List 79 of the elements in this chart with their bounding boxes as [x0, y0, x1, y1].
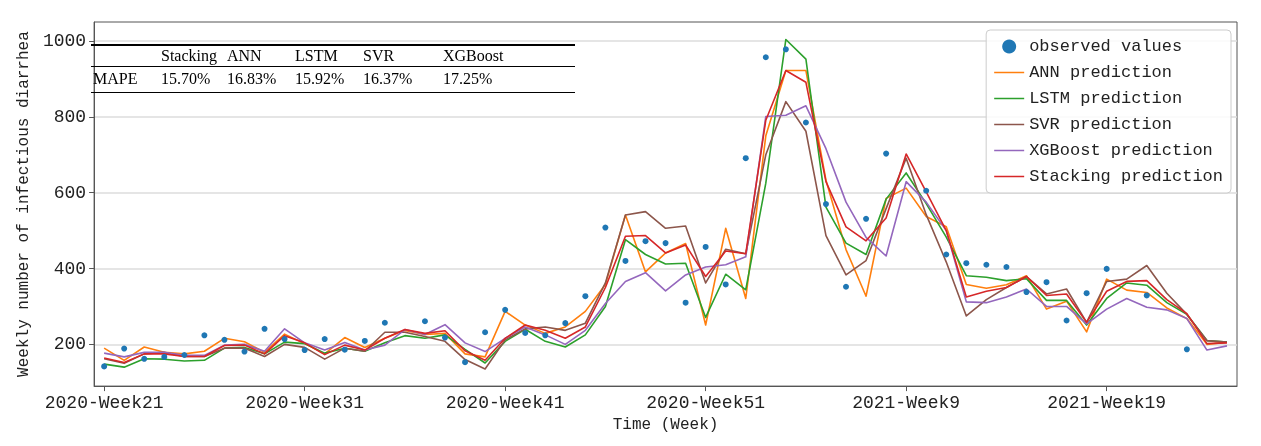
point: [742, 155, 749, 162]
point: [1063, 317, 1070, 324]
x-tick-label: 2020-Week41: [445, 393, 565, 414]
point: [301, 347, 308, 354]
point: [181, 352, 188, 358]
point: [943, 251, 950, 258]
point: [261, 325, 268, 332]
x-tick-label: 2020-Week31: [245, 393, 365, 414]
point: [822, 201, 829, 208]
point: [682, 299, 689, 306]
point: [983, 261, 990, 268]
legend-label: SVR prediction: [1029, 115, 1172, 134]
y-tick-label: 200: [53, 334, 87, 355]
x-tick-label: 2021-Week9: [852, 393, 961, 414]
point: [442, 334, 448, 341]
y-tick-label: 800: [53, 106, 87, 127]
point: [1043, 279, 1050, 286]
point: [622, 257, 629, 264]
legend-label: ANN prediction: [1029, 63, 1172, 82]
point: [161, 353, 168, 360]
point: [883, 150, 890, 157]
point: [281, 336, 288, 343]
point: [121, 345, 128, 352]
point: [963, 260, 970, 267]
point: [602, 224, 609, 231]
y-tick-label: 1000: [42, 30, 87, 51]
point: [1023, 289, 1030, 296]
legend-label: XGBoost prediction: [1029, 141, 1213, 160]
point: [221, 336, 228, 343]
point: [482, 329, 489, 336]
point: [782, 46, 789, 53]
annotation: LSTM: [294, 45, 339, 66]
annotation: 16.83%: [226, 68, 278, 89]
annotation: 17.25%: [442, 68, 494, 89]
annotation: 15.92%: [294, 68, 346, 89]
point: [462, 359, 469, 366]
point: [421, 318, 428, 325]
point: [802, 119, 809, 126]
y-axis-title: Weekly number of infectious diarrhea: [15, 30, 33, 377]
point: [101, 363, 108, 370]
point: [642, 238, 649, 245]
point: [662, 240, 669, 247]
legend-label: LSTM prediction: [1029, 89, 1183, 108]
x-tick-label: 2021-Week19: [1047, 393, 1167, 414]
point: [702, 243, 709, 250]
point: [522, 330, 529, 336]
point: [341, 346, 348, 353]
legend-label: observed values: [1029, 37, 1183, 56]
point: [1083, 290, 1090, 297]
point: [582, 293, 589, 300]
point: [1003, 264, 1010, 271]
annotation: SVR: [362, 45, 396, 66]
annotation: 16.37%: [362, 68, 414, 89]
x-tick-label: 2020-Week21: [44, 393, 164, 414]
point: [923, 187, 930, 194]
annotation: XGBoost: [442, 45, 505, 66]
point: [381, 319, 388, 326]
point: [201, 332, 208, 339]
point: [863, 215, 870, 222]
y-tick-label: 400: [53, 258, 87, 279]
x-axis-title: Time (Week): [612, 416, 719, 434]
point: [502, 306, 509, 313]
point: [321, 336, 328, 343]
point: [361, 337, 368, 344]
legend-label: Stacking prediction: [1029, 167, 1224, 186]
annotation: ANN: [226, 45, 263, 66]
point: [762, 54, 769, 61]
annotation: Stacking: [160, 45, 218, 66]
point: [542, 332, 549, 339]
y-tick-label: 600: [53, 182, 87, 203]
point: [1143, 292, 1150, 299]
point: [843, 283, 850, 290]
point: [1103, 265, 1110, 272]
point: [562, 320, 569, 327]
point: [1183, 346, 1190, 353]
x-tick-label: 2020-Week51: [646, 393, 766, 414]
point: [241, 348, 248, 355]
point: [141, 355, 148, 362]
annotation: 15.70%: [160, 68, 212, 89]
